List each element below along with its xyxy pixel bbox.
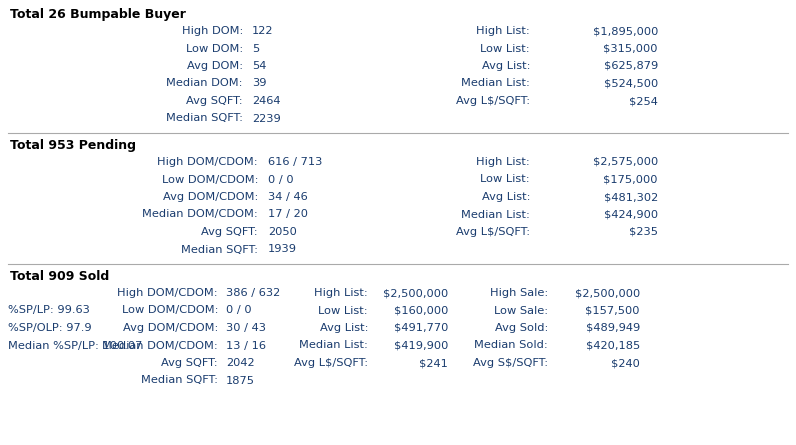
Text: $254: $254 bbox=[629, 96, 658, 106]
Text: $1,895,000: $1,895,000 bbox=[593, 26, 658, 36]
Text: High DOM/CDOM:: High DOM/CDOM: bbox=[158, 157, 258, 167]
Text: $419,900: $419,900 bbox=[394, 340, 448, 351]
Text: High List:: High List: bbox=[476, 26, 530, 36]
Text: Avg L$/SQFT:: Avg L$/SQFT: bbox=[294, 358, 368, 368]
Text: High List:: High List: bbox=[476, 157, 530, 167]
Text: Avg SQFT:: Avg SQFT: bbox=[201, 227, 258, 237]
Text: Median List:: Median List: bbox=[299, 340, 368, 351]
Text: $489,949: $489,949 bbox=[586, 323, 640, 333]
Text: 5: 5 bbox=[252, 44, 259, 53]
Text: $240: $240 bbox=[611, 358, 640, 368]
Text: 2050: 2050 bbox=[268, 227, 297, 237]
Text: $315,000: $315,000 bbox=[603, 44, 658, 53]
Text: 13 / 16: 13 / 16 bbox=[226, 340, 266, 351]
Text: $160,000: $160,000 bbox=[394, 306, 448, 316]
Text: 2042: 2042 bbox=[226, 358, 255, 368]
Text: 0 / 0: 0 / 0 bbox=[268, 174, 294, 185]
Text: $175,000: $175,000 bbox=[603, 174, 658, 185]
Text: High DOM:: High DOM: bbox=[181, 26, 243, 36]
Text: Median List:: Median List: bbox=[461, 78, 530, 89]
Text: $481,302: $481,302 bbox=[603, 192, 658, 202]
Text: Median Sold:: Median Sold: bbox=[474, 340, 548, 351]
Text: %SP/OLP: 97.9: %SP/OLP: 97.9 bbox=[8, 323, 92, 333]
Text: $2,575,000: $2,575,000 bbox=[593, 157, 658, 167]
Text: $491,770: $491,770 bbox=[394, 323, 448, 333]
Text: 2239: 2239 bbox=[252, 113, 281, 124]
Text: Avg DOM:: Avg DOM: bbox=[187, 61, 243, 71]
Text: Median %SP/LP: 100.07: Median %SP/LP: 100.07 bbox=[8, 340, 142, 351]
Text: High Sale:: High Sale: bbox=[490, 288, 548, 298]
Text: 34 / 46: 34 / 46 bbox=[268, 192, 308, 202]
Text: Total 909 Sold: Total 909 Sold bbox=[10, 270, 109, 283]
Text: 122: 122 bbox=[252, 26, 274, 36]
Text: Low Sale:: Low Sale: bbox=[494, 306, 548, 316]
Text: Avg L$/SQFT:: Avg L$/SQFT: bbox=[456, 227, 530, 237]
Text: Low DOM:: Low DOM: bbox=[185, 44, 243, 53]
Text: Avg List:: Avg List: bbox=[482, 192, 530, 202]
Text: Median SQFT:: Median SQFT: bbox=[141, 376, 218, 385]
Text: $235: $235 bbox=[629, 227, 658, 237]
Text: High List:: High List: bbox=[314, 288, 368, 298]
Text: Median SQFT:: Median SQFT: bbox=[166, 113, 243, 124]
Text: Median DOM:: Median DOM: bbox=[166, 78, 243, 89]
Text: Low List:: Low List: bbox=[480, 44, 530, 53]
Text: Avg SQFT:: Avg SQFT: bbox=[162, 358, 218, 368]
Text: 30 / 43: 30 / 43 bbox=[226, 323, 266, 333]
Text: $524,500: $524,500 bbox=[603, 78, 658, 89]
Text: %SP/LP: 99.63: %SP/LP: 99.63 bbox=[8, 306, 90, 316]
Text: Total 953 Pending: Total 953 Pending bbox=[10, 139, 136, 152]
Text: $420,185: $420,185 bbox=[586, 340, 640, 351]
Text: 1939: 1939 bbox=[268, 244, 297, 255]
Text: Median DOM/CDOM:: Median DOM/CDOM: bbox=[142, 210, 258, 219]
Text: Low DOM/CDOM:: Low DOM/CDOM: bbox=[162, 174, 258, 185]
Text: 39: 39 bbox=[252, 78, 267, 89]
Text: Avg DOM/CDOM:: Avg DOM/CDOM: bbox=[162, 192, 258, 202]
Text: Avg Sold:: Avg Sold: bbox=[494, 323, 548, 333]
Text: 0 / 0: 0 / 0 bbox=[226, 306, 252, 316]
Text: 1875: 1875 bbox=[226, 376, 255, 385]
Text: 616 / 713: 616 / 713 bbox=[268, 157, 322, 167]
Text: High DOM/CDOM:: High DOM/CDOM: bbox=[117, 288, 218, 298]
Text: Median SQFT:: Median SQFT: bbox=[181, 244, 258, 255]
Text: $157,500: $157,500 bbox=[586, 306, 640, 316]
Text: Avg List:: Avg List: bbox=[319, 323, 368, 333]
Text: Total 26 Bumpable Buyer: Total 26 Bumpable Buyer bbox=[10, 8, 186, 21]
Text: Median DOM/CDOM:: Median DOM/CDOM: bbox=[102, 340, 218, 351]
Text: Avg List:: Avg List: bbox=[482, 61, 530, 71]
Text: $625,879: $625,879 bbox=[603, 61, 658, 71]
Text: $2,500,000: $2,500,000 bbox=[575, 288, 640, 298]
Text: Avg DOM/CDOM:: Avg DOM/CDOM: bbox=[123, 323, 218, 333]
Text: 2464: 2464 bbox=[252, 96, 280, 106]
Text: Low List:: Low List: bbox=[480, 174, 530, 185]
Text: Avg S$/SQFT:: Avg S$/SQFT: bbox=[473, 358, 548, 368]
Text: 386 / 632: 386 / 632 bbox=[226, 288, 280, 298]
Text: $241: $241 bbox=[419, 358, 448, 368]
Text: 17 / 20: 17 / 20 bbox=[268, 210, 308, 219]
Text: Low DOM/CDOM:: Low DOM/CDOM: bbox=[122, 306, 218, 316]
Text: Median List:: Median List: bbox=[461, 210, 530, 219]
Text: $424,900: $424,900 bbox=[604, 210, 658, 219]
Text: Low List:: Low List: bbox=[318, 306, 368, 316]
Text: Avg L$/SQFT:: Avg L$/SQFT: bbox=[456, 96, 530, 106]
Text: 54: 54 bbox=[252, 61, 267, 71]
Text: Avg SQFT:: Avg SQFT: bbox=[186, 96, 243, 106]
Text: $2,500,000: $2,500,000 bbox=[383, 288, 448, 298]
